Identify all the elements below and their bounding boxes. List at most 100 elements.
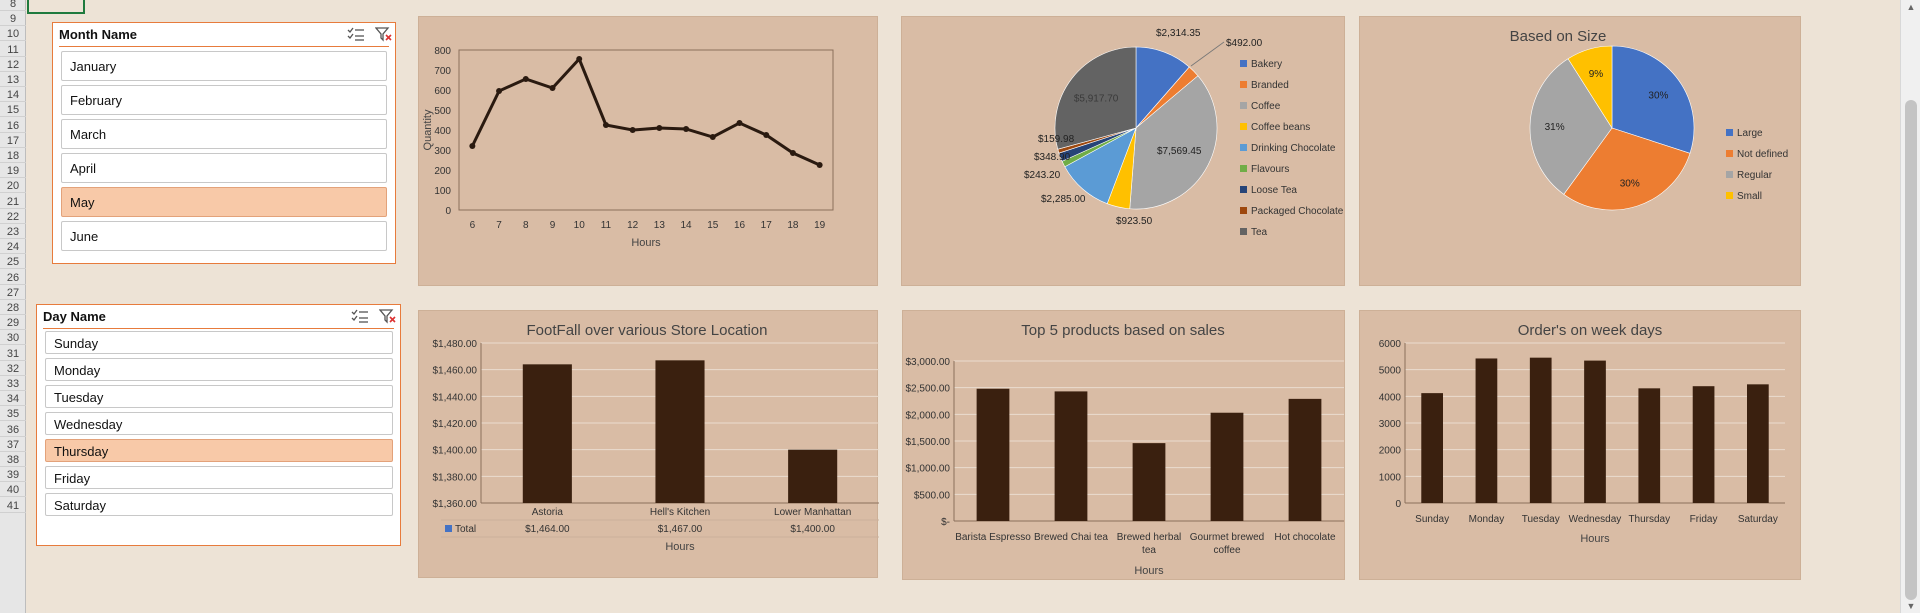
data-point [549,85,556,91]
row-number[interactable]: 13 [0,74,26,87]
legend-swatch [1240,81,1247,88]
x-tick-label: Hell's Kitchen [650,507,710,518]
quantity-by-hour-chart[interactable]: 0 100 200 300 400 500 600 700 800 6 7 8 9 10 11 12 13 14 1… [418,16,878,286]
bar [1054,391,1088,521]
bar [1584,360,1606,503]
slicer-item-march[interactable]: March [61,119,387,149]
row-number[interactable]: 19 [0,165,26,179]
row-number[interactable]: 11 [0,44,26,57]
multi-select-icon[interactable] [347,26,365,45]
multi-select-icon[interactable] [351,308,369,327]
x-tick-label: 16 [734,220,746,231]
clear-filter-icon[interactable] [374,26,393,45]
row-number[interactable]: 29 [0,317,26,331]
row-number[interactable]: 34 [0,393,26,407]
x-axis-label: Hours [631,237,661,249]
chart-title: Based on Size [1510,28,1607,45]
data-point [763,132,770,138]
row-number[interactable]: 24 [0,241,26,255]
legend-label: Tea [1251,227,1268,238]
slicer-item-friday[interactable]: Friday [45,466,393,489]
legend-label: Loose Tea [1251,185,1297,196]
row-number[interactable]: 23 [0,226,26,239]
x-tick-label: Tuesday [1522,514,1560,525]
row-number[interactable]: 9 [0,13,26,27]
row-number[interactable]: 16 [0,120,26,133]
row-number[interactable]: 37 [0,439,26,452]
row-number[interactable]: 15 [0,104,26,118]
selected-cell[interactable] [27,0,85,14]
slicer-item-may[interactable]: May [61,187,387,217]
footfall-chart[interactable]: FootFall over various Store Location $1,3… [418,310,879,578]
row-number[interactable]: 22 [0,211,26,224]
day-slicer[interactable]: Day Name Sunday Monday Tuesday Wednesday Thu… [36,304,401,546]
y-tick-label: 6000 [1379,339,1402,350]
row-number[interactable]: 17 [0,135,26,148]
x-axis-label: Hours [665,541,695,553]
x-tick-label: Brewed herbal [1117,532,1181,543]
slicer-item-monday[interactable]: Monday [45,358,393,381]
slicer-item-sunday[interactable]: Sunday [45,331,393,354]
data-point [629,127,636,133]
scroll-up-icon[interactable]: ▲ [1906,2,1916,12]
y-tick-label: 300 [434,146,451,157]
row-number[interactable]: 26 [0,272,26,285]
clear-filter-icon[interactable] [378,308,397,327]
row-number[interactable]: 27 [0,287,26,300]
bar [1692,386,1715,503]
slicer-item-tuesday[interactable]: Tuesday [45,385,393,408]
row-number[interactable]: 30 [0,332,26,346]
row-number[interactable]: 36 [0,424,26,437]
row-number[interactable]: 21 [0,196,26,209]
sales-by-category-pie[interactable]: $2,314.35 $492.00 $7,569.45 $923.50 $2,285.0… [901,16,1345,286]
row-number[interactable]: 41 [0,500,26,513]
row-number[interactable]: 8 [0,0,26,11]
row-number[interactable]: 12 [0,59,26,72]
row-number[interactable]: 18 [0,150,26,163]
row-number[interactable]: 28 [0,302,26,315]
x-tick-label: Thursday [1628,514,1670,525]
legend-label: Bakery [1251,59,1282,70]
row-number[interactable]: 14 [0,89,26,103]
table-cell: $1,400.00 [790,524,835,535]
row-number[interactable]: 39 [0,469,26,483]
data-point [656,125,663,131]
row-number[interactable]: 20 [0,180,26,194]
scrollbar-thumb[interactable] [1905,100,1917,600]
slicer-item-april[interactable]: April [61,153,387,183]
row-number[interactable]: 25 [0,256,26,270]
y-tick-label: 1000 [1379,472,1402,483]
row-number[interactable]: 33 [0,378,26,391]
x-tick-label: Wednesday [1569,514,1622,525]
row-number[interactable]: 31 [0,348,26,361]
bar [788,449,838,503]
x-tick-label: 14 [681,220,693,231]
scroll-down-icon[interactable]: ▼ [1906,601,1916,611]
top5-products-chart[interactable]: Top 5 products based on sales $- $500.00 $1… [902,310,1345,580]
size-pie-chart[interactable]: Based on Size 30% 30% 31% 9% Large Not defined… [1359,16,1801,286]
pie-data-label: $923.50 [1116,216,1153,227]
row-number[interactable]: 32 [0,363,26,376]
row-number[interactable]: 38 [0,454,26,467]
pie-data-label: $159.98 [1038,134,1075,145]
slicer-item-saturday[interactable]: Saturday [45,493,393,516]
slicer-item-february[interactable]: February [61,85,387,115]
bar [1421,393,1443,503]
vertical-scrollbar[interactable]: ▲ ▼ [1900,0,1920,613]
x-tick-label: 12 [627,220,639,231]
legend-swatch [1726,129,1733,136]
y-tick-label: $1,480.00 [433,339,478,350]
slicer-item-wednesday[interactable]: Wednesday [45,412,393,435]
y-tick-label: 500 [434,106,451,117]
month-slicer-title: Month Name [59,27,137,42]
row-number[interactable]: 40 [0,484,26,498]
weekday-orders-chart[interactable]: Order's on week days 0 1000 2000 3000 4000 500… [1359,310,1801,580]
row-number[interactable]: 10 [0,28,26,42]
slicer-item-june[interactable]: June [61,221,387,251]
legend-label: Coffee [1251,101,1281,112]
row-number[interactable]: 35 [0,408,26,422]
month-slicer[interactable]: Month Name January February March April May J… [52,22,396,264]
slicer-item-thursday[interactable]: Thursday [45,439,393,462]
y-tick-label: 0 [1395,499,1401,510]
slicer-item-january[interactable]: January [61,51,387,81]
